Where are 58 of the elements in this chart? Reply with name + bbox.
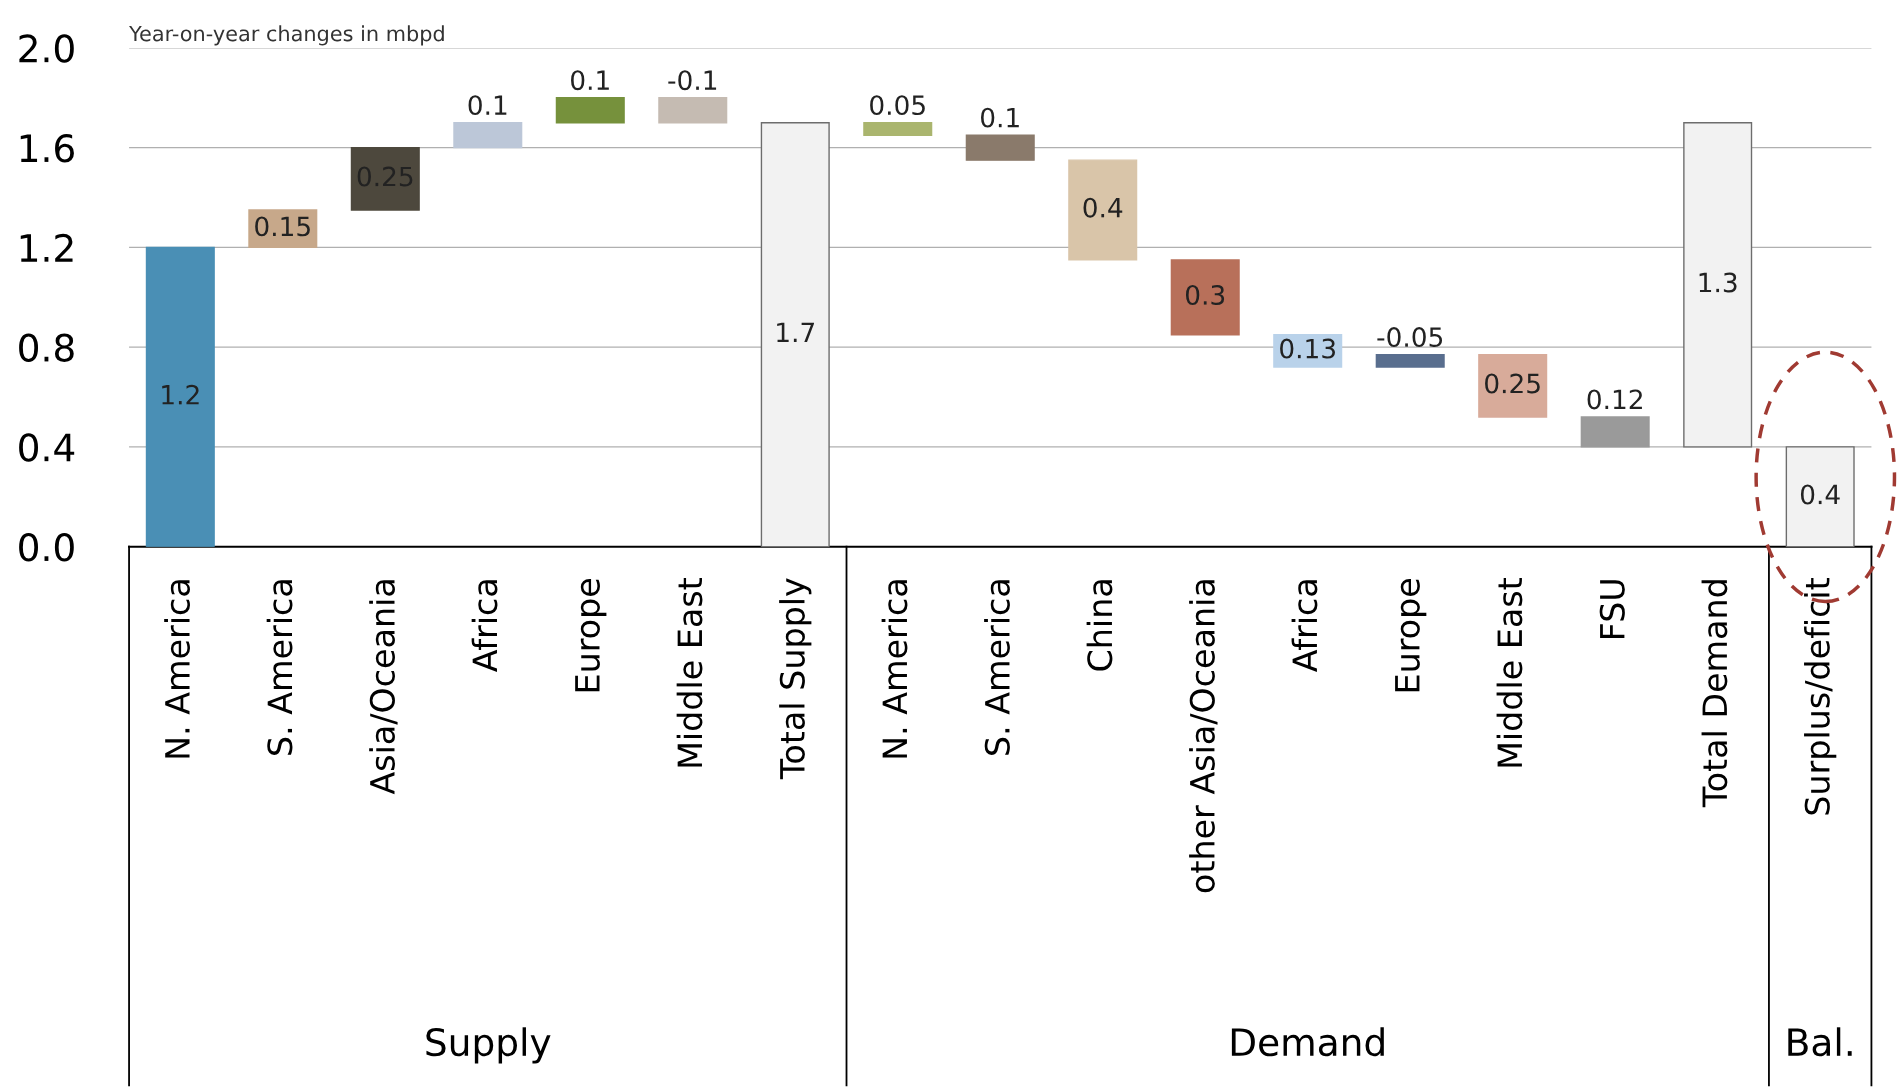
x-tick-label: Total Supply: [779, 578, 812, 780]
y-tick-label: 0.0: [19, 533, 74, 562]
bar: [1170, 259, 1240, 336]
x-tick-label: Africa: [471, 580, 498, 673]
x-tick-label: Africa: [1291, 580, 1318, 673]
x-tick-label: N. America: [881, 580, 908, 758]
text: Bal.: [1788, 1027, 1852, 1057]
bar: [1785, 446, 1855, 547]
x-tick-label: Total Demand: [1701, 580, 1728, 808]
x-tick-label: Surplus/deficit: [1804, 578, 1837, 815]
bar: [658, 97, 728, 124]
data-label: 0.1: [468, 95, 507, 116]
x-tick-label: N. America: [164, 580, 190, 758]
bar: [350, 146, 420, 211]
data-label: 1.7: [777, 322, 814, 342]
text: Demand: [1231, 1027, 1384, 1057]
y-tick-label: 1.6: [20, 134, 74, 163]
y-tick-label: 1.2: [20, 233, 73, 262]
y-tick-label: 0.4: [19, 433, 75, 462]
data-label: 0.13: [1280, 338, 1335, 359]
x-tick-label: Europe: [1395, 579, 1427, 692]
data-label: -0.1: [668, 70, 717, 91]
data-label: 0.4: [1800, 484, 1840, 505]
bar: [863, 122, 933, 136]
bar: [1478, 353, 1548, 418]
x-tick-label: Middle East: [1496, 578, 1523, 767]
data-label: 1.2: [162, 384, 199, 405]
bar: [145, 246, 215, 547]
bar: [1683, 122, 1753, 448]
x-tick-label: FSU: [1599, 580, 1625, 639]
data-label: 0.1: [571, 70, 609, 91]
bar: [1375, 353, 1445, 368]
bar: [453, 122, 523, 149]
y-axis-title: Year-on-year changes in mbpd: [129, 25, 444, 46]
data-label: 0.3: [1185, 284, 1225, 305]
x-tick-label: S. America: [984, 580, 1010, 755]
bar: [555, 97, 625, 124]
data-label: -0.05: [1377, 327, 1443, 348]
data-label: 0.12: [1587, 389, 1642, 410]
x-tick-label: S. America: [266, 580, 293, 755]
data-label: 0.1: [981, 107, 1019, 128]
data-label: 0.4: [1083, 197, 1123, 218]
data-label: 1.3: [1699, 272, 1737, 293]
data-label: 0.25: [1485, 373, 1540, 394]
data-label: 0.15: [255, 216, 310, 237]
x-tick-label: Middle East: [676, 578, 703, 767]
x-tick-label: China: [1086, 580, 1113, 671]
data-label: 0.05: [870, 95, 925, 116]
y-tick-label: 2.0: [19, 34, 74, 63]
x-tick-label: other Asia/Oceania: [1189, 580, 1218, 893]
y-tick-label: 0.8: [19, 333, 74, 362]
bar: [1068, 159, 1138, 261]
bar: [760, 122, 830, 547]
text: Supply: [426, 1027, 551, 1064]
bar: [965, 134, 1035, 161]
x-tick-label: Europe: [575, 579, 607, 692]
x-tick-label: Asia/Oceania: [369, 580, 398, 795]
bar: [1580, 416, 1650, 448]
